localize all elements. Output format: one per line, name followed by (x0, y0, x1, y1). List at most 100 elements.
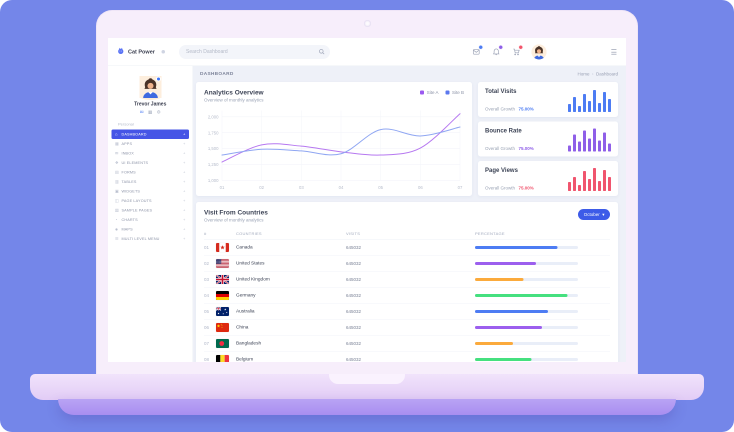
sidebar-item-forms[interactable]: ▤ FORMS + (115, 170, 186, 175)
home-icon: ⌂ (115, 132, 118, 137)
widgets-icon: ▣ (115, 189, 119, 194)
page-header: DASHBOARD Home › Dashboard (193, 66, 626, 77)
analytics-subtitle: Overview of monthly analytics (204, 97, 264, 103)
country-name: Bangladesh (236, 340, 262, 347)
sidebar-item-tables[interactable]: ▥ TABLES + (115, 179, 186, 185)
cn-flag-icon (216, 322, 229, 332)
navbar-actions: ☰ (462, 44, 626, 60)
us-flag-icon (216, 258, 229, 268)
settings-icon[interactable]: ⚙ (156, 109, 161, 115)
calendar-icon[interactable]: ▦ (147, 109, 153, 115)
stat-value: 75.00% (518, 185, 534, 191)
pages-icon: ▧ (115, 208, 119, 213)
sidebar-item-maps[interactable]: ◈ MAPS + (115, 227, 186, 232)
sidebar-toggle[interactable] (161, 50, 165, 54)
menu-burger-icon[interactable]: ☰ (610, 47, 617, 56)
row-index: 05 (204, 308, 210, 314)
percentage-bar (475, 277, 578, 281)
mail-icon[interactable]: ✉ (139, 109, 144, 115)
menu-icon: ☰ (115, 236, 119, 242)
percentage-bar (475, 325, 578, 329)
sparkline-bar-chart (568, 88, 611, 112)
sparkline-bar-chart (568, 128, 611, 152)
de-flag-icon (216, 290, 229, 300)
svg-text:1,250: 1,250 (208, 162, 219, 167)
breadcrumb-current: Dashboard (595, 71, 618, 77)
table-row[interactable]: 05 Australia 645032 (204, 304, 610, 320)
cart-icon[interactable] (511, 44, 524, 57)
percentage-bar (475, 245, 578, 249)
page-title: DASHBOARD (200, 71, 234, 77)
expand-icon: + (183, 170, 186, 175)
table-row[interactable]: 02 United States 645032 (204, 256, 610, 272)
visits-value: 645032 (346, 308, 362, 314)
breadcrumb-home[interactable]: Home (577, 71, 590, 77)
search-input[interactable] (179, 49, 314, 55)
row-index: 01 (204, 244, 210, 250)
notification-badge (498, 44, 504, 50)
country-name: United States (236, 260, 265, 267)
user-avatar[interactable] (531, 44, 547, 60)
bd-flag-icon (216, 338, 229, 348)
sidebar-item-multi-level-menu[interactable]: ☰ MULTI LEVEL MENU + (115, 236, 186, 242)
sidebar-item-sample-pages[interactable]: ▧ SAMPLE PAGES + (115, 208, 186, 213)
sidebar-item-ui-elements[interactable]: ❖ UI ELEMENTS + (115, 160, 186, 166)
search-box (179, 44, 330, 59)
table-row[interactable]: 07 Bangladesh 645032 (204, 336, 610, 352)
expand-icon: + (183, 217, 186, 223)
total-visits-card: Total Visits Overall Growth 75.00% (478, 82, 618, 117)
breadcrumb: Home › Dashboard (577, 71, 618, 76)
brand[interactable]: Cat Power (108, 47, 175, 57)
analytics-overview-card: Analytics Overview Overview of monthly a… (196, 82, 472, 196)
sidebar-item-inbox[interactable]: ✉ INBOX + (115, 151, 186, 156)
profile-avatar[interactable] (139, 76, 162, 100)
sidebar-item-widgets[interactable]: ▣ WIDGETS + (115, 189, 186, 194)
table-row[interactable]: 06 China 645032 (204, 320, 610, 336)
sidebar-menu: ⌂ DASHBOARD + ▦ APPS + ✉ INBOX + ❖ UI ELEMENTS + ▤ FO… (108, 129, 193, 244)
stat-title: Total Visits (485, 87, 517, 95)
row-index: 07 (204, 340, 210, 346)
month-dropdown-button[interactable]: October ▾ (578, 209, 610, 220)
visit-from-countries-card: Visit From Countries Overview of monthly… (196, 202, 618, 362)
sidebar-item-apps[interactable]: ▦ APPS + (115, 141, 186, 147)
countries-title: Visit From Countries (204, 208, 268, 217)
country-name: Germany (236, 292, 256, 299)
expand-icon: + (183, 189, 186, 194)
profile-name: Trevor James (134, 101, 167, 108)
au-flag-icon (216, 306, 229, 316)
percentage-bar (475, 309, 578, 313)
charts-icon: ◔ (115, 217, 118, 223)
analytics-title: Analytics Overview (204, 88, 264, 97)
expand-icon: + (183, 141, 186, 147)
visits-value: 645032 (346, 356, 362, 362)
table-row[interactable]: 08 Belgium 645032 (204, 352, 610, 362)
sidebar-section-label: Personal (118, 122, 134, 127)
sidebar-item-page-layouts[interactable]: ◫ PAGE LAYOUTS + (115, 198, 186, 204)
inbox-icon: ✉ (115, 151, 119, 156)
sidebar-item-dashboard[interactable]: ⌂ DASHBOARD + (111, 129, 189, 139)
svg-text:01: 01 (220, 185, 225, 190)
table-row[interactable]: 03 United Kingdom 645032 (204, 272, 610, 288)
chevron-down-icon: ▾ (602, 211, 605, 217)
sidebar-item-charts[interactable]: ◔ CHARTS + (115, 217, 186, 223)
expand-icon: + (183, 236, 186, 242)
table-row[interactable]: 04 Germany 645032 (204, 288, 610, 304)
row-index: 06 (204, 324, 210, 330)
country-name: United Kingdom (236, 276, 270, 283)
country-name: China (236, 324, 249, 331)
search-icon[interactable] (319, 48, 326, 57)
svg-text:1,000: 1,000 (208, 178, 219, 183)
stat-label: Overall Growth (485, 146, 516, 151)
bell-icon[interactable] (491, 44, 504, 57)
mail-icon[interactable] (471, 44, 484, 57)
forms-icon: ▤ (115, 170, 119, 175)
expand-icon: + (183, 179, 186, 185)
expand-icon: + (183, 208, 186, 213)
dashboard-screen: Cat Power ☰ (108, 38, 626, 362)
expand-icon: + (183, 132, 186, 137)
svg-text:06: 06 (418, 185, 423, 190)
row-index: 04 (204, 292, 210, 298)
table-row[interactable]: 01 Canada 645032 (204, 240, 610, 256)
gb-flag-icon (216, 274, 229, 284)
